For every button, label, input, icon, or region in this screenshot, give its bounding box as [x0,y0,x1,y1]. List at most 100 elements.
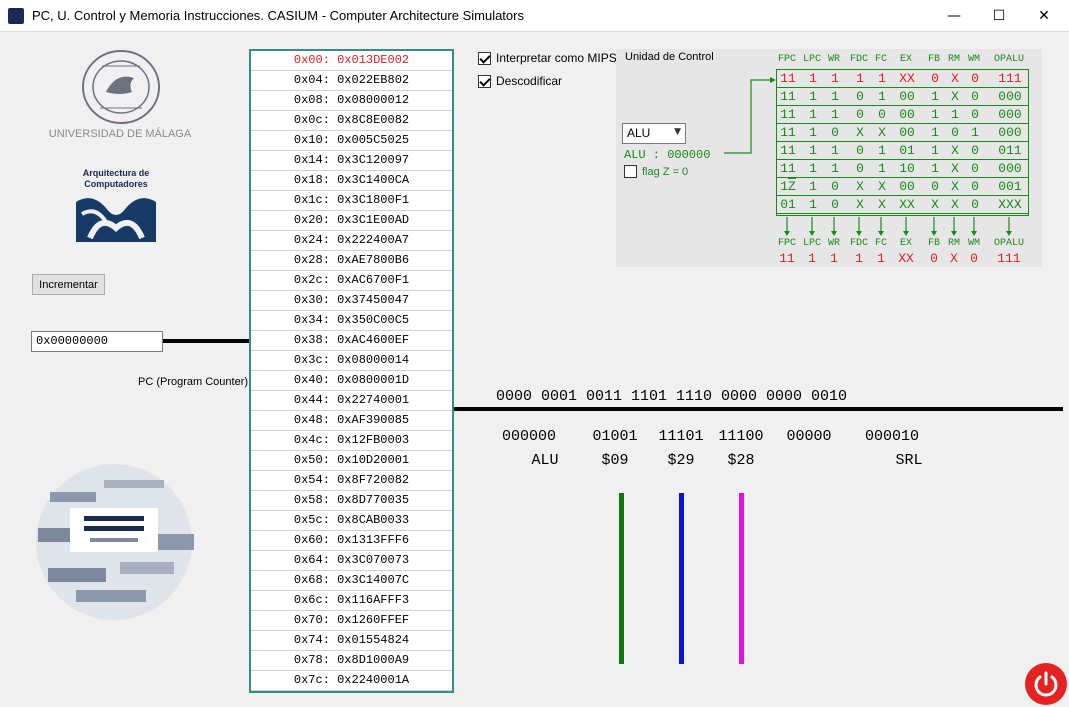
minimize-button[interactable]: — [947,8,961,24]
control-cell: 01 [899,143,915,158]
memory-row[interactable]: 0x38: 0xAC4600EF [251,331,452,351]
control-cell: 0 [831,197,839,212]
increment-button[interactable]: Incrementar [32,274,105,295]
control-header-bottom-lpc: LPC [802,238,821,249]
close-button[interactable]: ✕ [1038,8,1050,24]
memory-row[interactable]: 0x64: 0x3C070073 [251,551,452,571]
flag-z-checkbox[interactable] [624,165,637,178]
memory-row[interactable]: 0x48: 0xAF390085 [251,411,452,431]
instruction-field-label: $28 [727,452,755,469]
memory-row[interactable]: 0x54: 0x8F720082 [251,471,452,491]
control-unit-panel: Unidad de Control ALU ▼ ALU : 000000 fla… [616,49,1042,267]
control-header-top-opalu: OPALU [994,54,1025,65]
memory-row[interactable]: 0x78: 0x8D1000A9 [251,651,452,671]
control-cell: 0 [971,143,979,158]
control-cell: 01 [780,197,796,212]
control-cell: 11 [780,107,796,122]
control-cell: XX [899,197,915,212]
memory-row[interactable]: 0x10: 0x005C5025 [251,131,452,151]
memory-row[interactable]: 0x0c: 0x8C8E0082 [251,111,452,131]
decode-option[interactable]: Descodificar [478,74,562,88]
power-button[interactable] [1025,663,1067,705]
wire-arrow [784,231,790,236]
instruction-field: 11101 [658,428,704,445]
decode-label: Descodificar [496,74,563,88]
maximize-button[interactable]: ☐ [992,8,1006,24]
control-output-value: 0 [930,251,938,266]
innovation-project-logo [36,464,194,620]
control-cell: 1 [931,89,939,104]
control-table-row: 11 1 1 1 1 XX 0 X 0 111 [777,70,1028,88]
control-output-value: 11 [779,251,795,266]
wire-arrow [809,231,815,236]
window-title: PC, U. Control y Memoria Instrucciones. … [32,8,524,23]
control-cell: X [951,197,959,212]
memory-row[interactable]: 0x30: 0x37450047 [251,291,452,311]
control-cell: 0 [971,71,979,86]
control-cell: 1 [931,161,939,176]
app-icon [8,8,24,24]
decode-checkbox[interactable] [478,74,491,88]
flag-z-option[interactable]: flag Z = 0 [624,165,688,178]
memory-row[interactable]: 0x08: 0x08000012 [251,91,452,111]
memory-row[interactable]: 0x50: 0x10D20001 [251,451,452,471]
memory-row[interactable]: 0x28: 0xAE7800B6 [251,251,452,271]
memory-row[interactable]: 0x60: 0x1313FFF6 [251,531,452,551]
memory-row[interactable]: 0x74: 0x01554824 [251,631,452,651]
instruction-field-label: ALU [531,452,559,469]
control-cell: 00 [899,179,915,194]
control-cell: 1 [878,143,886,158]
selector-wire [724,79,774,154]
interpret-mips-checkbox[interactable] [478,51,491,65]
interpret-mips-label: Interpretar como MIPS [496,51,617,65]
control-header-bottom-wm: WM [967,238,980,249]
memory-row[interactable]: 0x20: 0x3C1E00AD [251,211,452,231]
memory-row[interactable]: 0x24: 0x222400A7 [251,231,452,251]
pc-value-field[interactable]: 0x00000000 [31,331,163,352]
memory-row[interactable]: 0x70: 0x1260FFEF [251,611,452,631]
memory-row[interactable]: 0x2c: 0xAC6700F1 [251,271,452,291]
memory-row[interactable]: 0x40: 0x0800001D [251,371,452,391]
control-cell: X [931,197,939,212]
control-header-bottom-fb: FB [927,238,940,249]
register-signal-bar [619,493,624,664]
memory-row[interactable]: 0x1c: 0x3C1800F1 [251,191,452,211]
memory-row[interactable]: 0x18: 0x3C1400CA [251,171,452,191]
control-cell: 1 [931,143,939,158]
university-seal-logo [82,50,160,124]
memory-row[interactable]: 0x44: 0x22740001 [251,391,452,411]
instruction-memory-list: 0x00: 0x013DE002 0x04: 0x022EB802 0x08: 0x… [249,49,454,693]
control-output-value: XX [898,251,914,266]
memory-row[interactable]: 0x5c: 0x8CAB0033 [251,511,452,531]
memory-row[interactable]: 0x00: 0x013DE002 [251,51,452,71]
control-cell: 000 [998,125,1022,140]
memory-row[interactable]: 0x04: 0x022EB802 [251,71,452,91]
control-cell: 1 [831,107,839,122]
wire-arrow [931,231,937,236]
memory-row[interactable]: 0x68: 0x3C14007C [251,571,452,591]
control-header-top-wr: WR [827,54,840,65]
control-cell: 1 [809,179,817,194]
control-cell: 0 [856,107,864,122]
interpret-mips-option[interactable]: Interpretar como MIPS [478,51,617,65]
control-cell: X [951,89,959,104]
memory-row[interactable]: 0x7c: 0x2240001A [251,671,452,691]
university-name: UNIVERSIDAD DE MÁLAGA [48,128,192,140]
control-table: 11 1 1 1 1 XX 0 X 0 111 11 1 1 0 1 00 1 X 0 000 11 1 1 0 0 00 1 1 0 0… [776,69,1029,216]
chevron-down-icon: ▼ [674,127,681,137]
memory-row[interactable]: 0x6c: 0x116AFFF3 [251,591,452,611]
alu-code-readout: ALU : 000000 [624,148,711,162]
operation-select[interactable]: ALU ▼ [622,123,686,144]
control-header-top-fc: FC [874,54,887,65]
instruction-bus-line [454,407,1063,411]
memory-row[interactable]: 0x4c: 0x12FB0003 [251,431,452,451]
instruction-field-label: $09 [601,452,629,469]
control-header-bottom-wr: WR [827,238,840,249]
memory-row[interactable]: 0x14: 0x3C120097 [251,151,452,171]
memory-row[interactable]: 0x3c: 0x08000014 [251,351,452,371]
memory-row[interactable]: 0x58: 0x8D770035 [251,491,452,511]
control-cell: 1 [856,71,864,86]
control-output-value: 1 [855,251,863,266]
memory-row[interactable]: 0x34: 0x350C00C5 [251,311,452,331]
wire-arrow [903,231,909,236]
